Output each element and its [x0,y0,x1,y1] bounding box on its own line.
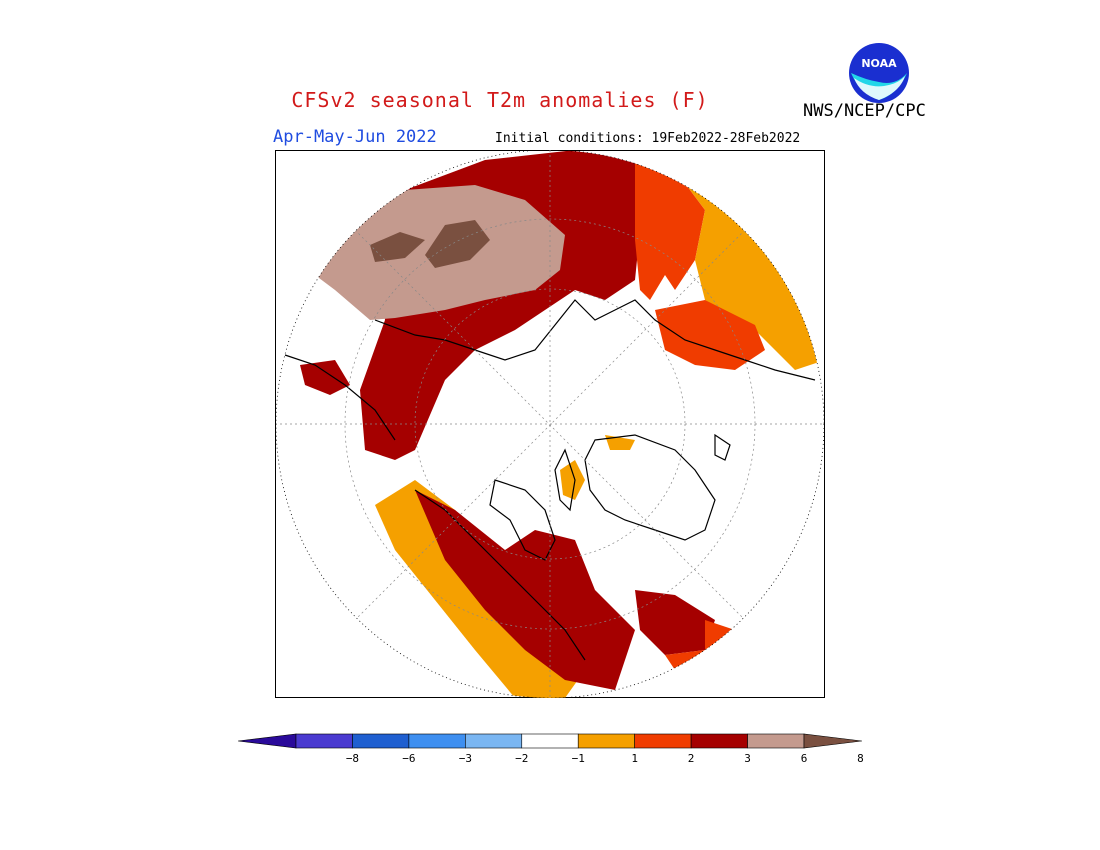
colorbar-tick-label: 2 [687,752,695,765]
anomaly-region-eurasia-2-3 [635,160,705,300]
colorbar-tick-label: 6 [800,752,808,765]
anomaly-region-eurasia-gt8-a [370,232,425,262]
graticule [276,150,824,698]
colorbar-tick-label: −2 [515,752,529,765]
colorbar-swatch [465,733,523,749]
colorbar-tick-label: 1 [631,752,638,765]
colorbar-swatch [295,733,353,749]
colorbar-swatch [352,733,410,749]
polar-map [275,150,825,698]
svg-text:NOAA: NOAA [861,57,897,70]
colorbar-tick-label: −6 [402,752,416,765]
map-title: CFSv2 seasonal T2m anomalies (F) [291,88,709,112]
polar-map-canvas [275,150,825,698]
colorbar-tick-label: −3 [458,752,472,765]
anomaly-region-arctic-1-2 [605,435,635,450]
colorbar-swatch [690,733,748,749]
colorbar: −8 −6 −3 −2 −1 1 2 3 6 8 [237,732,864,772]
anomaly-region-siberia-2-3 [655,300,765,370]
colorbar-tick-label: 8 [857,752,864,765]
coastlines [284,299,816,661]
colorbar-swatch [408,733,466,749]
colorbar-swatches [237,733,863,749]
colorbar-swatch [577,733,635,749]
colorbar-tick-label: 3 [744,752,751,765]
agency-label: NWS/NCEP/CPC [803,101,926,121]
colorbar-swatch [747,733,805,749]
colorbar-tick-label: −1 [571,752,585,765]
colorbar-swatch [521,733,579,749]
anomaly-region-eurasia-gt8-b [425,220,490,268]
anomaly-region-scandinavia-3-6 [300,360,350,395]
anomaly-region-eurasia-1-2 [675,170,824,370]
colorbar-swatch-left [237,733,297,749]
colorbar-swatch [634,733,692,749]
colorbar-swatch-right [803,733,863,749]
anomaly-region-greenland-1-2 [560,460,585,500]
globe-edge [275,150,825,698]
noaa-logo: NOAA [849,43,909,103]
season-label: Apr-May-Jun 2022 [273,127,437,147]
colorbar-tick-label: −8 [345,752,360,765]
anomaly-region-canada-3-6 [635,590,715,655]
initial-conditions-label: Initial conditions: 19Feb2022-28Feb2022 [495,131,801,146]
